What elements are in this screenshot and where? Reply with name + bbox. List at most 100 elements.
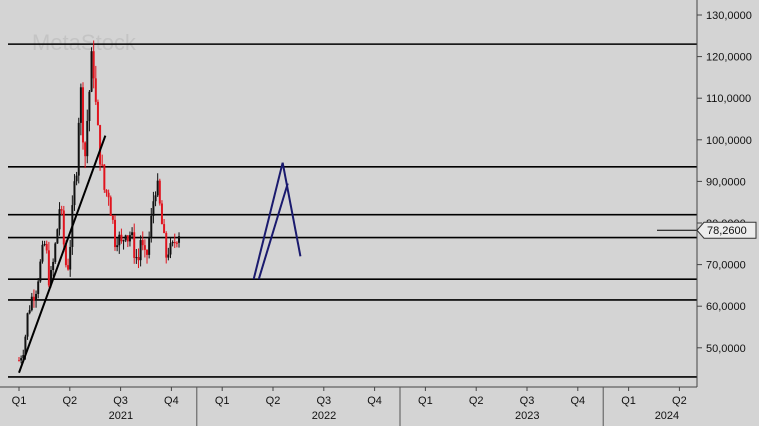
candle-body [99,125,102,165]
candle-body [56,229,59,244]
last-price-tag: 78,2600 [696,221,757,239]
candle-body [30,296,33,311]
candle-body [173,242,176,244]
candle-body [135,257,138,259]
x-tick-label: Q2 [266,395,281,407]
candle-body [111,215,114,220]
candle-body [160,203,163,225]
candle-body [122,240,125,242]
candle-body [175,242,178,244]
candle-body [128,235,131,242]
watermark-logo: MetaStock [32,30,137,55]
trendline [252,162,284,280]
x-tick-label: Q4 [570,395,585,407]
y-tick-label: 100,0000 [706,135,752,147]
trendline [18,135,107,374]
year-label: 2021 [109,410,133,422]
candle-body [105,189,108,193]
candle-body [124,235,127,241]
x-tick-label: Q2 [62,395,77,407]
candle-body [90,51,93,92]
candle-body [167,254,170,258]
candle-body [24,336,27,356]
candle-body [158,180,161,204]
year-label: 2024 [655,410,679,422]
candle-body [131,232,134,236]
candle-body [43,243,46,245]
candle-body [109,197,112,216]
candle-body [116,245,119,248]
x-tick-label: Q4 [367,395,382,407]
y-axis: 50,000060,000070,000080,000090,0000100,0… [697,10,752,355]
candle-body [165,232,168,258]
candle-body [69,246,72,270]
y-tick-label: 90,0000 [706,176,746,188]
candle-body [101,164,104,166]
horizontal-levels [8,43,697,378]
candlesticks [18,40,181,364]
candle-body [126,235,129,242]
candle-body [96,101,99,126]
candle-body [32,296,35,301]
trendline [281,162,302,257]
y-tick-label: 60,0000 [706,301,746,313]
candle-body [79,87,82,123]
last-price-tag-shape [696,221,757,239]
candle-body [137,257,140,261]
x-axis: Q1 Q2 Q3 Q4 Q1 Q2 Q3 Q4 Q1 Q2 Q3 Q4 Q1 Q2 2021 2022 2023… [12,387,687,426]
candle-body [35,293,38,301]
candle-body [77,122,80,176]
trendline [257,183,289,280]
x-tick-label: Q1 [215,395,230,407]
x-tick-label: Q4 [164,395,179,407]
year-label: 2023 [515,410,539,422]
candle-body [50,270,53,286]
candle-body [169,243,172,255]
candle-body [143,245,146,250]
candle-body [26,313,29,337]
x-tick-label: Q1 [621,395,636,407]
candle-body [154,195,157,202]
candle-body [28,310,31,314]
candle-body [120,234,123,242]
candle-body [146,249,149,255]
candle-body [47,250,50,286]
candle-body [58,209,61,230]
x-tick-label: Q2 [672,395,687,407]
candle-body [64,244,67,266]
candle-body [41,244,44,262]
x-tick-label: Q1 [12,395,27,407]
candle-body [45,243,48,251]
candle-body [148,237,151,255]
candle-body [107,192,110,198]
candle-body [20,358,23,361]
candle-body [75,175,78,182]
candle-body [82,87,85,143]
candle-body [178,236,181,243]
candle-body [141,240,144,246]
candle-body [94,78,97,102]
x-tick-label: Q3 [113,395,128,407]
candle-body [52,261,55,271]
candle-body [88,91,91,121]
year-label: 2022 [312,410,336,422]
candle-body [171,242,174,244]
candle-body [18,360,20,362]
candle-body [54,243,57,262]
candle-body [156,180,159,196]
candle-body [39,261,42,282]
y-tick-label: 120,0000 [706,52,752,64]
x-tick-label: Q2 [469,395,484,407]
y-tick-label: 50,0000 [706,343,746,355]
candle-body [133,232,136,258]
candle-body [86,120,89,157]
candle-body [92,51,95,79]
candle-body [73,181,76,206]
candle-body [60,209,63,211]
x-tick-label: Q1 [418,395,433,407]
candle-body [37,281,40,294]
candle-body [67,265,70,270]
y-tick-label: 130,0000 [706,10,752,22]
y-tick-label: 70,0000 [706,260,746,272]
